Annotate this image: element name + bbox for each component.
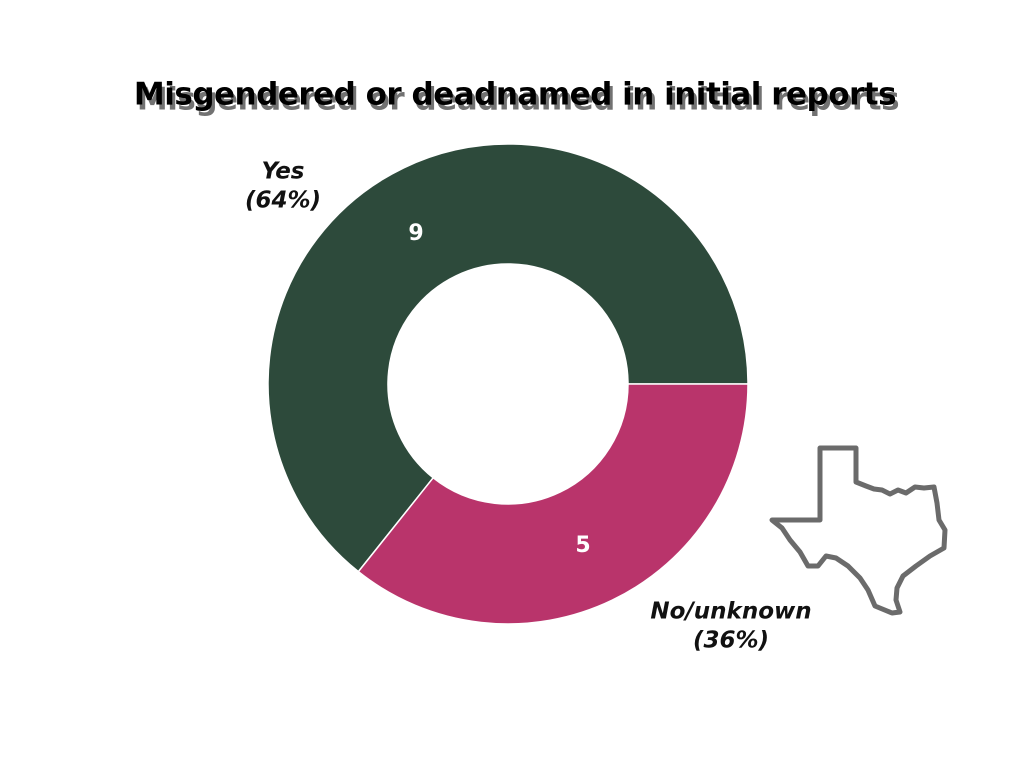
chart-title: Misgendered or deadnamed in initial repo… [134, 77, 896, 113]
category-label: No/unknown [650, 599, 811, 625]
chart-title-shadow: Misgendered or deadnamed in initial repo… [137, 82, 899, 118]
value-label: 9 [408, 221, 423, 246]
category-label: Yes [262, 159, 305, 185]
percent-label: (64%) [245, 188, 321, 214]
donut [267, 143, 749, 625]
slice [267, 143, 749, 573]
percent-label: (36%) [693, 628, 769, 654]
value-label: 5 [575, 533, 590, 558]
slice [357, 383, 749, 625]
texas-outline [769, 445, 948, 616]
